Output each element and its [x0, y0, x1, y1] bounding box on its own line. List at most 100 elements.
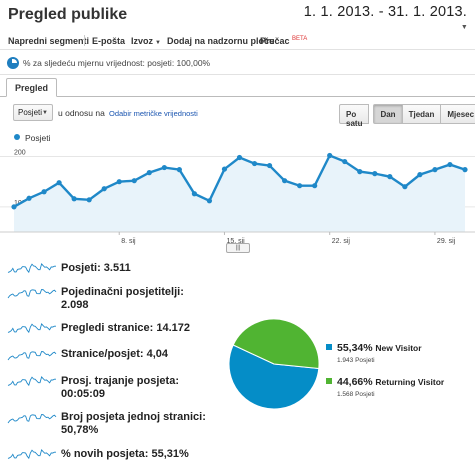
period-toggle: Po satu Dan Tjedan Mjesec — [339, 104, 475, 128]
data-point[interactable] — [41, 189, 47, 195]
returning-visitor-percent: 44,66% — [337, 376, 373, 388]
compare-label: u odnosu na — [58, 108, 105, 118]
data-point[interactable] — [71, 196, 77, 202]
data-point[interactable] — [402, 184, 408, 190]
pie-slice[interactable] — [232, 318, 320, 370]
sparkline-path — [7, 448, 56, 460]
x-tick-label: 29. sij — [437, 238, 456, 245]
data-point[interactable] — [342, 158, 348, 165]
data-point[interactable] — [146, 170, 152, 176]
period-hourly-button[interactable]: Po satu — [339, 104, 370, 128]
data-point[interactable] — [357, 169, 363, 175]
data-point[interactable] — [56, 180, 62, 186]
chevron-down-icon: ▼ — [155, 40, 161, 46]
data-point[interactable] — [251, 160, 258, 167]
data-point[interactable] — [191, 191, 197, 197]
sparkline — [7, 351, 57, 361]
data-point[interactable] — [432, 167, 438, 173]
segment-text: % za sljedeću mjernu vrijednost: posjeti… — [23, 58, 211, 68]
returning-visitor-swatch-icon — [326, 378, 332, 384]
chevron-down-icon: ▼ — [460, 24, 468, 31]
chevron-down-icon: ▼ — [42, 110, 48, 116]
data-point[interactable] — [417, 172, 423, 178]
export-button[interactable]: Izvoz ▼ — [131, 36, 161, 46]
metric-label: Pregledi stranice: 14.172 — [61, 322, 191, 334]
sparkline — [7, 448, 56, 460]
export-label: Izvoz — [131, 36, 154, 46]
pie-segment-icon — [7, 57, 19, 69]
new-visitor-count: 1.943 Posjeti — [337, 357, 375, 364]
toolbar-divider — [84, 35, 85, 46]
date-range-text: 1. 1. 2013. - 31. 1. 2013. — [303, 4, 467, 20]
beta-badge: BETA — [292, 36, 308, 42]
metric-select[interactable]: Posjeti ▼ — [13, 104, 53, 121]
x-tick-label: 22. sij — [332, 238, 351, 245]
sparkline-path — [7, 351, 57, 361]
segment-bar: % za sljedeću mjernu vrijednost: posjeti… — [0, 51, 475, 75]
pie-slice[interactable] — [228, 344, 320, 410]
advanced-segments-button[interactable]: Napredni segmenti — [8, 36, 90, 46]
new-visitor-label: New Visitor — [375, 343, 422, 353]
sparkline-path — [7, 322, 56, 334]
sparkline — [7, 262, 56, 274]
email-button[interactable]: E-pošta — [92, 36, 126, 46]
data-point[interactable] — [101, 186, 107, 192]
data-point[interactable] — [282, 178, 288, 184]
x-tick-label: 8. sij — [121, 238, 136, 245]
date-range-picker[interactable]: 1. 1. 2013. - 31. 1. 2013. ▼ — [303, 4, 468, 31]
data-point[interactable] — [161, 164, 167, 171]
sparkline — [7, 414, 57, 424]
data-point[interactable] — [372, 171, 378, 177]
data-point[interactable] — [447, 161, 453, 168]
sparkline — [7, 375, 56, 387]
metric-label: Posjeti: 3.511 — [61, 262, 131, 274]
data-point[interactable] — [26, 195, 32, 201]
data-point[interactable] — [206, 198, 213, 204]
sparkline — [7, 322, 56, 334]
metric-label: Broj posjeta jednoj stranici: — [61, 411, 206, 423]
x-tick-label: 15. sij — [226, 238, 245, 245]
pie-legend-returning: 44,66% Returning Visitor 1.568 Posjeti — [326, 376, 444, 398]
data-point[interactable] — [116, 179, 122, 185]
sparkline-path — [7, 414, 57, 424]
sparkline-path — [7, 262, 56, 274]
period-month-button[interactable]: Mjesec — [440, 104, 475, 124]
metric-select-value: Posjeti — [18, 108, 43, 117]
series-area — [14, 155, 465, 232]
new-visitor-swatch-icon — [326, 344, 332, 350]
tab-row: Pregled — [0, 78, 475, 97]
metric-value: 2.098 — [61, 299, 89, 311]
data-point[interactable] — [312, 183, 318, 189]
series-dot-icon — [14, 134, 20, 140]
data-point[interactable] — [236, 154, 243, 161]
data-point[interactable] — [11, 204, 17, 210]
data-point[interactable] — [297, 183, 303, 189]
legend-label: Posjeti — [25, 133, 51, 143]
new-visitor-percent: 55,34% — [337, 342, 373, 354]
chart-range-handle[interactable]: ||| — [226, 243, 250, 253]
pie-legend-new: 55,34% New Visitor 1.943 Posjeti — [326, 342, 422, 364]
data-point[interactable] — [327, 152, 333, 159]
returning-visitor-count: 1.568 Posjeti — [337, 391, 375, 398]
data-point[interactable] — [387, 174, 393, 180]
period-week-button[interactable]: Tjedan — [401, 104, 442, 124]
tab-overview[interactable]: Pregled — [6, 78, 58, 97]
metric-label: Stranice/posjet: 4,04 — [61, 348, 168, 360]
data-point[interactable] — [86, 197, 92, 203]
data-point[interactable] — [176, 167, 182, 173]
add-to-dashboard-button[interactable]: Dodaj na nadzornu ploču — [167, 36, 275, 46]
sparkline-path — [7, 289, 57, 299]
period-day-button[interactable]: Dan — [373, 104, 403, 124]
data-point[interactable] — [131, 178, 137, 184]
shortcut-label: Prečac — [260, 36, 290, 46]
data-point[interactable] — [221, 166, 228, 172]
select-metric-link[interactable]: Odabir metričke vrijednosti — [109, 109, 198, 118]
metric-value: 00:05:09 — [61, 388, 106, 400]
sparkline-path — [7, 375, 56, 387]
page-title: Pregled publike — [8, 6, 128, 23]
chart-legend: Posjeti — [14, 133, 51, 143]
data-point[interactable] — [462, 167, 468, 173]
shortcut-button[interactable]: Prečac BETA — [260, 36, 307, 46]
data-point[interactable] — [266, 162, 273, 169]
